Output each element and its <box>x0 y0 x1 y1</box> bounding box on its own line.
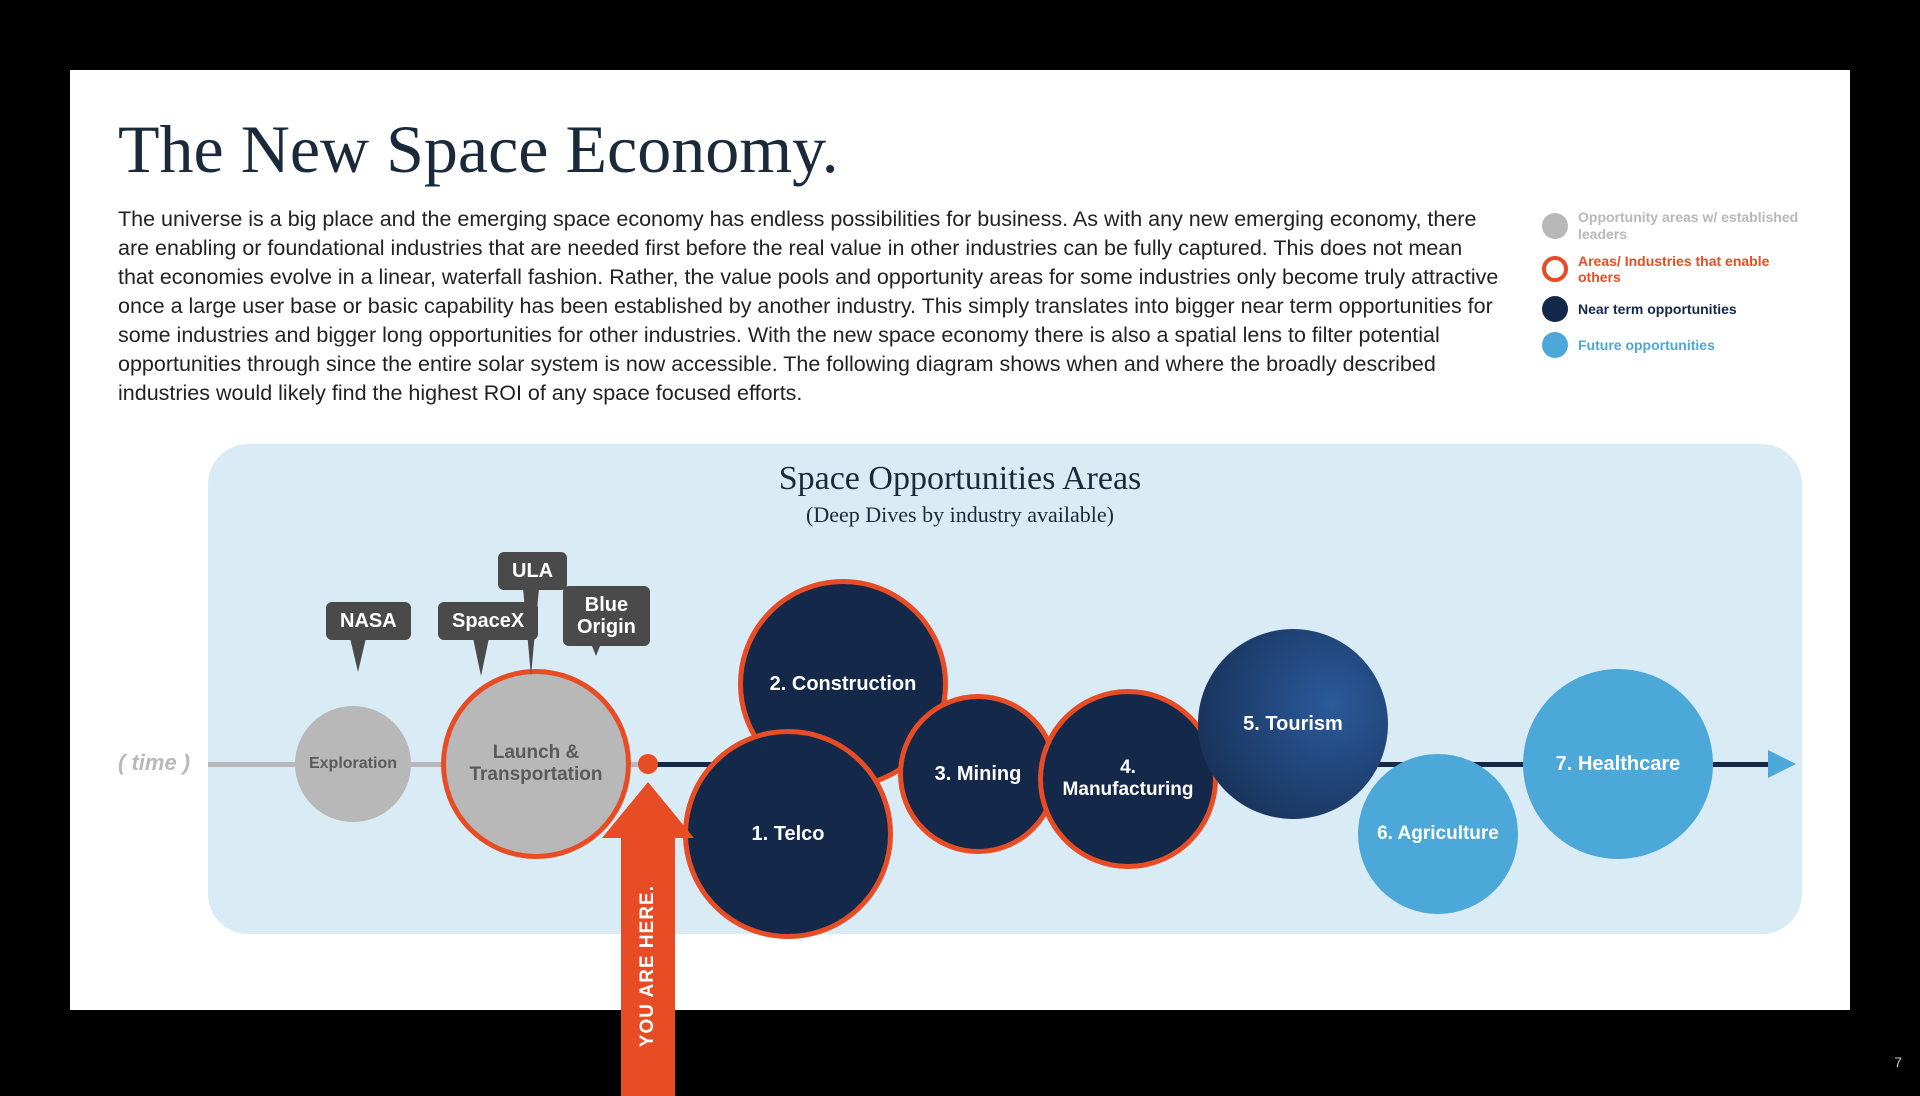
you-are-here-bar: YOU ARE HERE. <box>621 836 675 1096</box>
page-number: 7 <box>1894 1054 1902 1070</box>
bubble: 1. Telco <box>683 729 893 939</box>
bubble-label: 5. Tourism <box>1233 713 1353 736</box>
callout-box: NASA <box>326 602 411 640</box>
bubble: 3. Mining <box>898 694 1058 854</box>
callout-box: BlueOrigin <box>563 586 650 646</box>
legend-swatch <box>1542 296 1568 322</box>
chart-subtitle: (Deep Dives by industry available) <box>118 502 1802 528</box>
bubble-label: 7. Healthcare <box>1546 753 1691 776</box>
timeline-arrowhead <box>1768 750 1796 778</box>
bubble-label: 4. Manufacturing <box>1043 757 1213 801</box>
legend-item: Near term opportunities <box>1542 296 1802 322</box>
legend-item: Future opportunities <box>1542 332 1802 358</box>
callout-box: ULA <box>498 552 567 590</box>
callout-tail <box>588 636 604 656</box>
callout-tail <box>350 638 366 672</box>
legend-swatch <box>1542 332 1568 358</box>
legend-item: Opportunity areas w/ established leaders <box>1542 209 1802 243</box>
bubble-label: Launch & Transportation <box>446 742 626 786</box>
bubble: 6. Agriculture <box>1358 754 1518 914</box>
bubble-label: 3. Mining <box>925 763 1032 786</box>
legend-label: Future opportunities <box>1578 337 1715 354</box>
bubble-label: Exploration <box>299 755 407 773</box>
bubble: 4. Manufacturing <box>1038 689 1218 869</box>
bubble: Exploration <box>295 706 411 822</box>
bubble: 7. Healthcare <box>1523 669 1713 859</box>
legend-swatch <box>1542 256 1568 282</box>
bubble-label: 2. Construction <box>760 673 927 696</box>
slide-title: The New Space Economy. <box>118 110 1802 189</box>
legend-label: Opportunity areas w/ established leaders <box>1578 209 1802 243</box>
legend-label: Near term opportunities <box>1578 301 1737 318</box>
intro-text: The universe is a big place and the emer… <box>118 205 1502 408</box>
you-are-here-arrowhead <box>602 782 694 838</box>
you-are-here-dot <box>638 754 658 774</box>
legend-item: Areas/ Industries that enable others <box>1542 253 1802 287</box>
legend-label: Areas/ Industries that enable others <box>1578 253 1802 287</box>
chart-title: Space Opportunities Areas <box>118 460 1802 498</box>
bubble: 5. Tourism <box>1198 629 1388 819</box>
axis-time-label: ( time ) <box>118 750 190 776</box>
you-are-here-label: YOU ARE HERE. <box>637 885 659 1047</box>
callout-tail <box>523 588 539 676</box>
bubble-label: 1. Telco <box>742 823 835 846</box>
slide: The New Space Economy. The universe is a… <box>70 70 1850 1010</box>
callout-tail <box>473 638 489 676</box>
bubble-label: 6. Agriculture <box>1367 823 1509 845</box>
legend: Opportunity areas w/ established leaders… <box>1542 205 1802 408</box>
legend-swatch <box>1542 213 1568 239</box>
intro-row: The universe is a big place and the emer… <box>118 205 1802 408</box>
